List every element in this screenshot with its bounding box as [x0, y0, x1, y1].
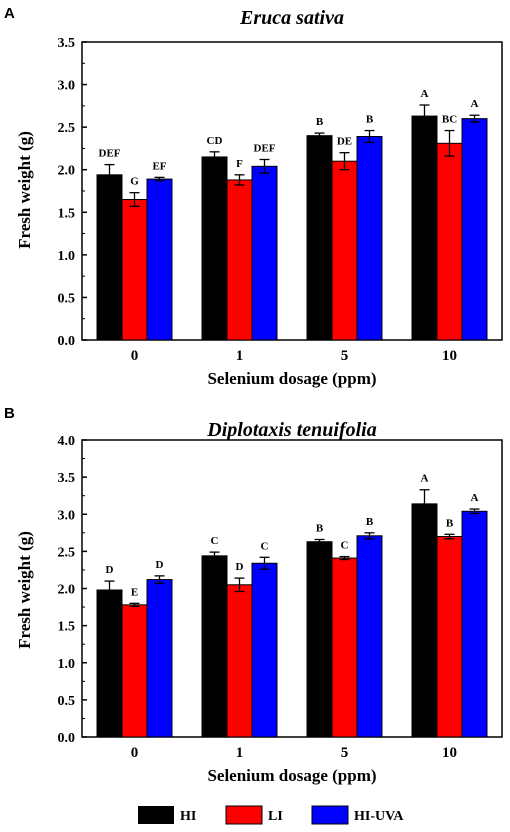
panel-b-bar-hi-uva: [356, 535, 383, 738]
panel-b-significance-letter: D: [236, 561, 244, 573]
panel-b-y-tick-label: 1.5: [58, 620, 76, 635]
panel-a-bar-hi-uva: [251, 165, 278, 341]
panel-a-y-tick-label: 2.0: [58, 164, 76, 179]
panel-b-bar-hi: [411, 503, 438, 738]
panel-a-y-tick-label: 3.5: [58, 36, 76, 51]
panel-a-letter: A: [4, 5, 15, 22]
panel-b-bar-li: [436, 536, 463, 738]
panel-a-significance-letter: EF: [152, 160, 166, 172]
panel-b-significance-letter: B: [446, 517, 454, 529]
panel-a-bar-hi: [96, 174, 123, 341]
panel-b-x-axis-label: Selenium dosage (ppm): [207, 766, 376, 785]
panel-b-y-tick-label: 4.0: [58, 434, 76, 449]
panel-a-x-axis-label: Selenium dosage (ppm): [207, 369, 376, 388]
panel-a-bar-hi: [411, 115, 438, 341]
panel-b-y-tick-label: 1.0: [58, 657, 76, 672]
legend-label-hi-uva: HI-UVA: [354, 809, 404, 824]
panel-b-y-axis-label: Fresh weight (g): [15, 531, 34, 649]
panel-a-significance-letter: A: [421, 88, 429, 100]
panel-a-y-axis-label: Fresh weight (g): [15, 131, 34, 249]
panel-a-significance-letter: F: [236, 158, 243, 170]
panel-a-bar-hi: [201, 156, 228, 341]
panel-b-bar-li: [121, 604, 148, 738]
panel-a-x-tick-label: 10: [442, 348, 457, 364]
panel-b-y-tick-label: 2.0: [58, 583, 76, 598]
panel-b-bar-hi-uva: [146, 579, 173, 738]
panel-a-y-tick-label: 0.5: [58, 291, 76, 306]
panel-a-title: Eruca sativa: [239, 7, 344, 29]
panel-a-bar-li: [121, 199, 148, 341]
panel-b-x-tick-label: 10: [442, 745, 457, 761]
panel-b-significance-letter: C: [211, 535, 219, 547]
panel-b-title: Diplotaxis tenuifolia: [206, 419, 376, 441]
panel-b-y-tick-label: 3.5: [58, 471, 76, 486]
legend-label-li: LI: [268, 809, 283, 824]
panel-b-significance-letter: A: [471, 492, 479, 504]
panel-a-bar-li: [331, 160, 358, 341]
panel-a-significance-letter: CD: [207, 135, 223, 147]
panel-b-significance-letter: B: [316, 522, 324, 534]
panel-b-significance-letter: D: [156, 559, 164, 571]
panel-a-y-tick-label: 1.0: [58, 249, 76, 264]
panel-a-y-tick-label: 0.0: [58, 334, 76, 349]
panel-a-significance-letter: DEF: [254, 142, 276, 154]
panel-b-bar-li: [331, 557, 358, 738]
legend-swatch-li: [225, 805, 263, 825]
legend-label-hi: HI: [180, 809, 196, 824]
panel-b-x-tick-label: 1: [236, 745, 244, 761]
panel-a-bar-hi: [306, 135, 333, 341]
panel-b-bar-hi: [201, 555, 228, 738]
panel-b-plot: 0.0 0.5 1.0 1.5 2.0 2.5 3.0 3.5 4.0 0 D E D 1 C D C 5 B C B 1…: [58, 434, 503, 761]
panel-a-significance-letter: DE: [337, 136, 352, 148]
panel-b-letter: B: [4, 405, 15, 422]
panel-b-y-tick-label: 0.0: [58, 731, 76, 746]
panel-b-bar-li: [226, 584, 253, 738]
panel-a-significance-letter: B: [316, 116, 324, 128]
panel-b-y-tick-label: 2.5: [58, 545, 76, 560]
panel-a-bar-li: [436, 142, 463, 341]
panel-b-bar-hi: [306, 541, 333, 738]
panel-b-significance-letter: B: [366, 516, 374, 528]
panel-a-significance-letter: BC: [442, 114, 457, 126]
panel-b-significance-letter: C: [341, 540, 349, 552]
panel-a-y-tick-label: 1.5: [58, 206, 76, 221]
panel-a-bar-hi-uva: [356, 136, 383, 341]
panel-b-x-tick-label: 5: [341, 745, 349, 761]
panel-b-y-tick-label: 0.5: [58, 694, 76, 709]
panel-a-x-tick-label: 1: [236, 348, 244, 364]
panel-a-x-tick-label: 0: [131, 348, 139, 364]
panel-b-x-tick-label: 0: [131, 745, 139, 761]
panel-a-x-tick-label: 5: [341, 348, 349, 364]
panel-a-bar-li: [226, 179, 253, 341]
panel-a-plot: 0.0 0.5 1.0 1.5 2.0 2.5 3.0 3.5 0 DEF G EF 1 CD F DEF 5 B…: [58, 36, 503, 364]
legend-swatch-hi: [138, 806, 174, 824]
panel-a-y-tick-label: 2.5: [58, 121, 76, 136]
panel-a-significance-letter: B: [366, 114, 374, 126]
panel-a-bar-hi-uva: [146, 178, 173, 341]
panel-a-significance-letter: DEF: [99, 148, 121, 160]
panel-a-significance-letter: G: [130, 176, 139, 188]
panel-b-significance-letter: C: [261, 540, 269, 552]
panel-b-significance-letter: D: [106, 564, 114, 576]
panel-b-y-tick-label: 3.0: [58, 508, 76, 523]
panel-b-significance-letter: A: [421, 473, 429, 485]
panel-a-y-tick-label: 3.0: [58, 79, 76, 94]
legend: HI LI HI-UVA: [138, 805, 404, 825]
panel-a-bar-hi-uva: [461, 118, 488, 341]
legend-swatch-hi-uva: [311, 805, 349, 825]
panel-b-bar-hi-uva: [251, 562, 278, 738]
panel-b-bar-hi: [96, 589, 123, 738]
panel-b-bar-hi-uva: [461, 510, 488, 738]
panel-a-significance-letter: A: [471, 98, 479, 110]
panel-b-significance-letter: E: [131, 586, 138, 598]
